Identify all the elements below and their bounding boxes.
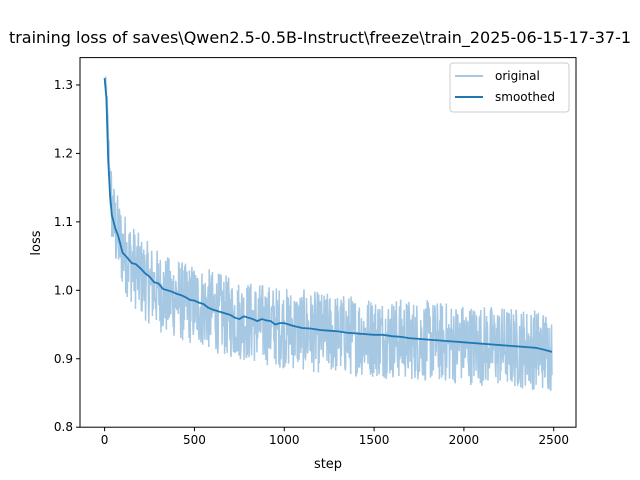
plot-frame (79, 57, 577, 428)
y-axis: 0.8 0.9 1.0 1.1 1.2 1.3 (54, 78, 80, 434)
series-layer (103, 76, 553, 391)
series-original-line (103, 76, 553, 391)
series-smoothed-line (103, 78, 553, 353)
y-tick-label: 0.8 (54, 420, 73, 434)
legend-label-smoothed: smoothed (495, 90, 555, 104)
x-tick-label: 1500 (359, 433, 390, 447)
y-tick-label: 1.3 (54, 78, 73, 92)
y-tick-label: 1.0 (54, 283, 73, 297)
y-axis-label: loss (29, 230, 44, 255)
x-tick-label: 0 (101, 433, 109, 447)
y-tick-label: 0.9 (54, 352, 73, 366)
x-axis: 0 500 1000 1500 2000 2500 (101, 427, 569, 447)
x-tick-label: 1000 (269, 433, 300, 447)
x-tick-label: 2500 (538, 433, 569, 447)
legend-label-original: original (495, 69, 540, 83)
x-tick-label: 500 (183, 433, 206, 447)
legend: original smoothed (449, 62, 570, 113)
chart-title: training loss of saves\Qwen2.5-0.5B-Inst… (9, 28, 631, 48)
x-axis-label: step (314, 457, 342, 472)
y-tick-label: 1.2 (54, 146, 73, 160)
y-tick-label: 1.1 (54, 215, 73, 229)
x-tick-label: 2000 (449, 433, 480, 447)
